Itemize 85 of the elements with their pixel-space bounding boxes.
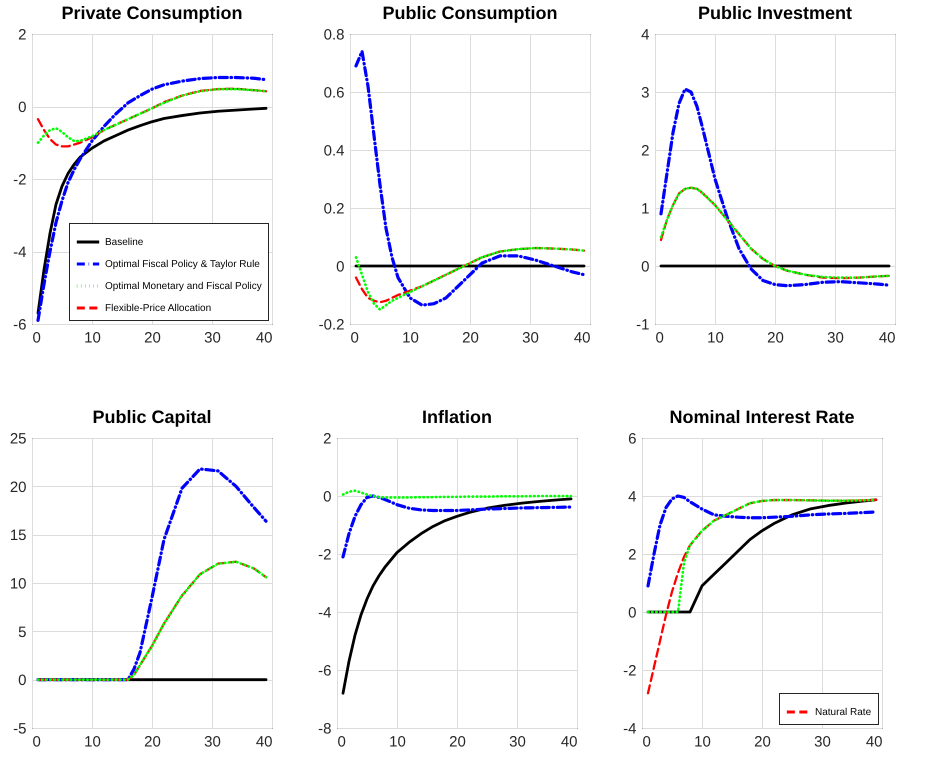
y-tick-label: 3: [641, 84, 650, 102]
y-tick-label: 15: [10, 527, 26, 544]
y-tick-label: 4: [628, 488, 636, 506]
y-tick-label: 0.6: [324, 84, 344, 102]
y-tick-label: 10: [10, 576, 26, 592]
line-series: [646, 498, 878, 694]
line-series: [341, 494, 573, 558]
x-tick-label: 40: [256, 330, 272, 346]
y-tick-label: 2: [323, 430, 332, 448]
line-series: [354, 50, 586, 307]
x-tick-label: 10: [84, 734, 101, 750]
line-series: [659, 88, 891, 288]
x-tick-label: 30: [827, 330, 844, 346]
x-tick-label: 40: [256, 734, 272, 750]
line-series: [342, 489, 572, 499]
chart-title: Inflation: [422, 407, 492, 427]
y-tick-label: 6: [628, 430, 636, 448]
x-tick-label: 0: [656, 330, 664, 346]
y-tick-label: -2: [13, 172, 26, 188]
x-tick-label: 30: [204, 330, 221, 346]
y-tick-label: -2: [318, 546, 332, 564]
x-tick-label: 0: [350, 330, 359, 346]
y-tick-label: 0: [641, 258, 650, 276]
y-tick-label: 20: [10, 478, 26, 496]
y-tick-label: -4: [623, 720, 636, 738]
y-tick-label: 2: [641, 142, 650, 160]
x-tick-label: 30: [522, 330, 539, 346]
x-tick-label: 10: [84, 330, 101, 346]
line-series: [36, 560, 268, 681]
line-series: [36, 106, 268, 315]
x-tick-label: 20: [144, 734, 161, 750]
x-tick-label: 30: [509, 734, 526, 750]
y-tick-label: -2: [623, 662, 636, 680]
legend-label: Optimal Monetary and Fiscal Policy: [105, 281, 262, 292]
line-series: [36, 467, 268, 682]
y-tick-label: -1: [636, 316, 650, 334]
y-tick-label: 0: [336, 258, 344, 276]
x-tick-label: 30: [814, 734, 831, 750]
legend-label: Flexible-Price Allocation: [105, 303, 212, 314]
y-tick-label: 0.8: [324, 26, 344, 44]
y-tick-label: 0.2: [324, 200, 344, 218]
legend-label: Baseline: [105, 237, 144, 248]
y-tick-label: 2: [628, 546, 636, 564]
legend-label: Optimal Fiscal Policy & Taylor Rule: [105, 259, 260, 270]
x-tick-label: 10: [389, 734, 406, 750]
x-tick-label: 10: [707, 330, 724, 346]
y-tick-label: 25: [10, 430, 26, 448]
y-tick-label: 4: [641, 26, 650, 44]
x-tick-label: 10: [694, 734, 711, 750]
x-tick-label: 30: [204, 734, 221, 750]
y-tick-label: 1: [641, 200, 650, 218]
x-tick-label: 20: [754, 734, 771, 750]
y-tick-label: -6: [318, 662, 332, 680]
y-tick-label: 5: [18, 624, 26, 641]
y-tick-label: 0: [18, 672, 26, 690]
y-tick-label: 0: [628, 604, 636, 622]
x-tick-label: 10: [402, 330, 419, 346]
chart-title: Public Investment: [698, 3, 852, 23]
y-tick-label: 0: [323, 488, 332, 506]
x-tick-label: 40: [574, 330, 590, 346]
x-tick-label: 20: [449, 734, 466, 750]
x-tick-label: 40: [866, 734, 882, 750]
x-tick-label: 20: [144, 330, 161, 346]
y-tick-label: -8: [318, 720, 332, 738]
y-tick-label: 2: [18, 26, 26, 44]
chart-title: Public Consumption: [382, 3, 558, 23]
x-tick-label: 20: [462, 330, 479, 346]
y-tick-label: -6: [13, 316, 26, 334]
line-series: [36, 76, 268, 322]
x-tick-label: 20: [767, 330, 784, 346]
chart-title: Nominal Interest Rate: [669, 407, 855, 427]
y-tick-label: 0.4: [324, 142, 344, 160]
legend-label: Natural Rate: [815, 707, 872, 718]
chart-title: Public Capital: [92, 407, 212, 427]
y-tick-label: -0.2: [318, 316, 344, 334]
y-tick-label: -5: [13, 720, 26, 738]
y-tick-label: 0: [18, 99, 26, 116]
x-tick-label: 40: [560, 734, 578, 750]
line-series: [342, 498, 572, 695]
chart-title: Private Consumption: [61, 3, 243, 23]
x-tick-label: 0: [32, 330, 41, 346]
x-tick-label: 0: [32, 734, 41, 750]
y-tick-label: -4: [13, 244, 26, 261]
y-tick-label: -4: [318, 604, 332, 622]
x-tick-label: 40: [878, 330, 896, 346]
